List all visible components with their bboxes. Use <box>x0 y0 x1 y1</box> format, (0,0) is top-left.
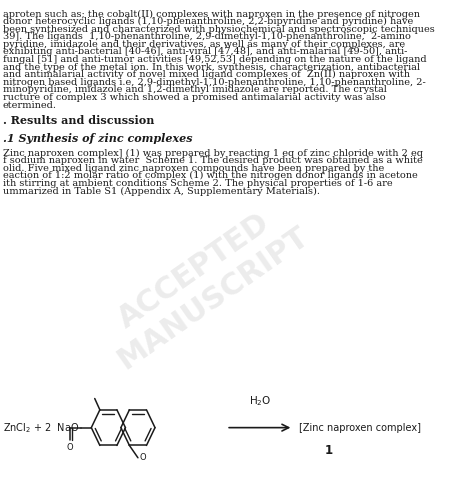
Text: exhibiting anti-bacterial [40-46], anti-viral [47,48], and anti-malarial [49-50]: exhibiting anti-bacterial [40-46], anti-… <box>3 48 407 56</box>
Text: donor heterocyclic ligands (1,10-phenanthroline, 2,2-bipyridine and pyridine) ha: donor heterocyclic ligands (1,10-phenant… <box>3 17 413 26</box>
Text: Zinc naproxen complex] (1) was prepared by reacting 1 eq of zinc chloride with 2: Zinc naproxen complex] (1) was prepared … <box>3 149 423 158</box>
Text: been synthesized and characterized with physiochemical and spectroscopic techniq: been synthesized and characterized with … <box>3 25 435 34</box>
Text: minopyridine, imidazole and 1,2-dimethyl imidazole are reported. The crystal: minopyridine, imidazole and 1,2-dimethyl… <box>3 85 387 94</box>
Text: aproten such as; the cobalt(II) complexes with naproxen in the presence of nitro: aproten such as; the cobalt(II) complexe… <box>3 9 419 19</box>
Text: ACCEPTED
MANUSCRIPT: ACCEPTED MANUSCRIPT <box>93 194 315 375</box>
Text: O: O <box>67 443 73 452</box>
Text: nitrogen based ligands i.e, 2,9-dimethyl-1,10-phenanthroline, 1,10-phenanthrolin: nitrogen based ligands i.e, 2,9-dimethyl… <box>3 78 426 87</box>
Text: and the type of the metal ion. In this work, synthesis, characterization, antiba: and the type of the metal ion. In this w… <box>3 63 419 72</box>
Text: ummarized in Table S1 (Appendix A, Supplementary Materials).: ummarized in Table S1 (Appendix A, Suppl… <box>3 187 320 195</box>
Text: olid. Five mixed ligand zinc naproxen compounds have been prepared by the: olid. Five mixed ligand zinc naproxen co… <box>3 164 384 173</box>
Text: ZnCl$_2$ + 2  NaO: ZnCl$_2$ + 2 NaO <box>3 421 79 435</box>
Text: 1: 1 <box>325 444 333 457</box>
Text: .1 Synthesis of zinc complexes: .1 Synthesis of zinc complexes <box>3 133 192 144</box>
Text: ructure of complex 3 which showed a promised antimalarial activity was also: ructure of complex 3 which showed a prom… <box>3 93 385 102</box>
Text: eaction of 1:2 molar ratio of complex (1) with the nitrogen donor ligands in ace: eaction of 1:2 molar ratio of complex (1… <box>3 171 418 181</box>
Text: etermined.: etermined. <box>3 101 57 109</box>
Text: fungal [51] and anti-tumor activities [49,52,53] depending on the nature of the : fungal [51] and anti-tumor activities [4… <box>3 55 426 64</box>
Text: ith stirring at ambient conditions Scheme 2. The physical properties of 1-6 are: ith stirring at ambient conditions Schem… <box>3 179 392 188</box>
Text: [Zinc naproxen complex]: [Zinc naproxen complex] <box>300 423 421 433</box>
Text: 39]. The ligands  1,10-phenanthroline, 2,9-dimethyl-1,10-phenanthroline,  2-amin: 39]. The ligands 1,10-phenanthroline, 2,… <box>3 32 410 41</box>
Text: . Results and discussion: . Results and discussion <box>3 115 154 126</box>
Text: H$_2$O: H$_2$O <box>248 394 271 408</box>
Text: pyridine, imidazole and their derivatives, as well as many of their complexes, a: pyridine, imidazole and their derivative… <box>3 40 405 49</box>
Text: and antimalarial activity of novel mixed ligand complexes of  Zn(II) naproxen wi: and antimalarial activity of novel mixed… <box>3 70 410 80</box>
Text: O: O <box>139 453 146 463</box>
Text: f sodium naproxen in water  Scheme 1. The desired product was obtained as a whit: f sodium naproxen in water Scheme 1. The… <box>3 156 422 165</box>
